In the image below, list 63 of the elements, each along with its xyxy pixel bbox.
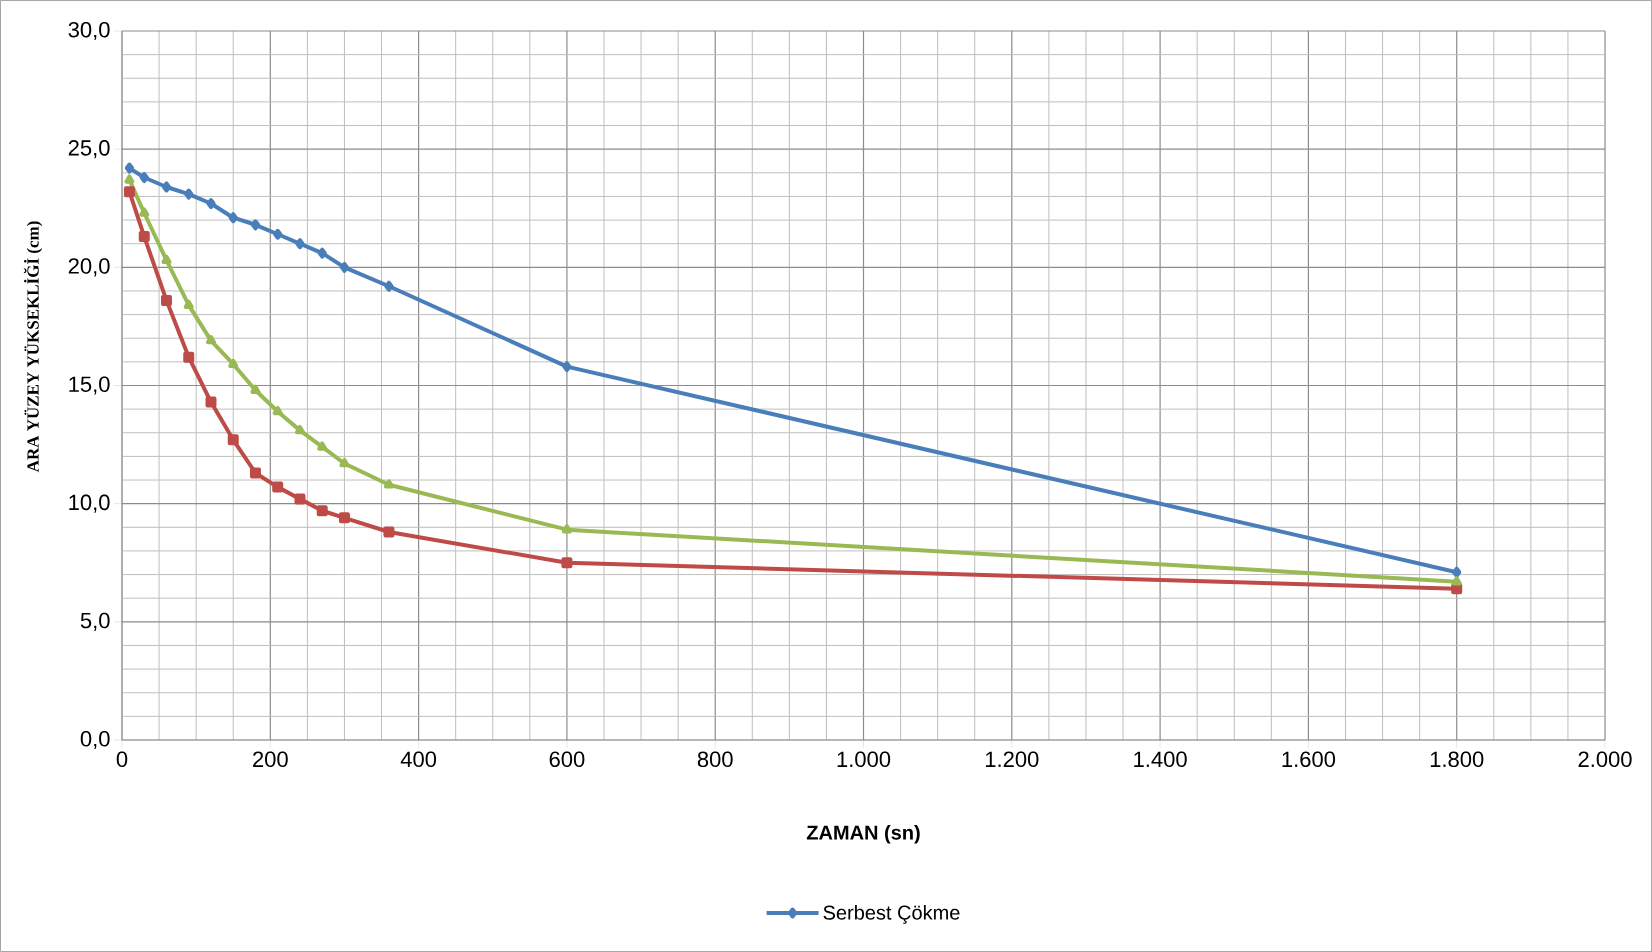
point	[272, 405, 283, 416]
x-tick-label: 200	[253, 751, 288, 768]
point	[295, 238, 305, 250]
point	[227, 434, 239, 446]
x-axis-title: ZAMAN (sn)	[806, 824, 920, 844]
point	[123, 186, 135, 198]
point	[272, 481, 284, 493]
point	[384, 280, 394, 292]
x-tick-label: 400	[400, 751, 437, 768]
point	[250, 219, 261, 231]
point	[1451, 583, 1463, 595]
point	[138, 231, 150, 243]
point	[139, 207, 150, 217]
point	[317, 247, 327, 259]
x-tick-label: 0	[116, 751, 128, 768]
x-tick-label: 1.800	[1430, 751, 1484, 768]
point	[561, 557, 573, 569]
point	[383, 479, 394, 489]
point	[316, 505, 328, 517]
point	[273, 228, 283, 240]
x-tick-label: 1.400	[1134, 751, 1187, 768]
point	[338, 512, 350, 524]
point	[124, 174, 135, 184]
point	[1452, 566, 1462, 578]
y-tick-label: 5,0	[80, 612, 110, 631]
x-tick-label: 800	[697, 751, 733, 768]
point	[250, 384, 261, 394]
point	[1451, 576, 1462, 586]
point	[161, 254, 172, 264]
x-tick-label: 1.200	[985, 751, 1039, 768]
x-tick-label: 1.600	[1282, 751, 1336, 768]
point	[205, 396, 217, 408]
point	[228, 212, 238, 224]
x-tick-label: 2.000	[1578, 751, 1632, 768]
point	[562, 361, 572, 373]
x-tick-label: 600	[549, 751, 585, 768]
point	[205, 335, 217, 345]
point	[383, 526, 395, 538]
point	[317, 441, 328, 451]
point	[294, 424, 305, 435]
legend-label: Serbest Çökme	[823, 905, 960, 924]
y-tick-label: 10,0	[69, 494, 110, 513]
y-tick-label: 20,0	[68, 258, 110, 277]
point	[249, 467, 261, 479]
y-tick-label: 25,0	[68, 140, 110, 159]
y-tick-label: 30,0	[68, 21, 110, 41]
y-tick-label: 15,0	[69, 376, 110, 395]
x-tick-label: 1.000	[837, 751, 891, 768]
point	[206, 198, 216, 210]
point	[294, 493, 306, 505]
point	[183, 299, 194, 309]
point	[228, 358, 239, 368]
point	[184, 188, 194, 200]
y-tick-label: 0,0	[80, 730, 110, 750]
point	[160, 294, 172, 306]
point	[139, 172, 149, 184]
point	[183, 351, 195, 363]
point	[561, 524, 572, 534]
point	[339, 457, 350, 468]
point	[339, 261, 350, 273]
point	[161, 181, 172, 193]
point	[124, 162, 135, 174]
y-axis-title: ARA YÜZEY YÜKSEKLİĞİ (cm)	[23, 221, 43, 473]
